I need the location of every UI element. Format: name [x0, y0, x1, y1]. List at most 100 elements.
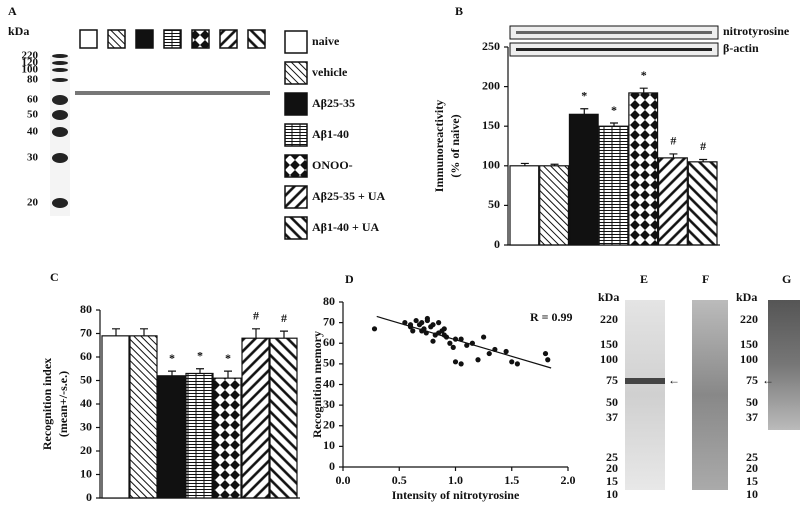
marker-label: 100	[600, 352, 618, 366]
ladder-band	[52, 198, 68, 208]
marker-label: 20	[27, 197, 39, 209]
marker-label: 40	[27, 126, 39, 138]
x-tick-label: 1.5	[504, 473, 519, 487]
marker-label: 15	[606, 474, 618, 488]
y-tick-label: 0	[329, 459, 335, 473]
annotation: R = 0.99	[530, 310, 573, 324]
marker-label: 20	[606, 461, 618, 475]
legend-label: vehicle	[312, 65, 348, 79]
lane-key	[248, 30, 265, 48]
bar	[569, 114, 598, 245]
point	[475, 357, 480, 362]
marker-label: 37	[606, 410, 618, 424]
bar	[510, 166, 539, 245]
x-tick-label: 1.0	[448, 473, 463, 487]
axis	[343, 302, 568, 467]
y-tick-label: 200	[482, 78, 500, 92]
y-axis-label: Immunoreactivity	[432, 100, 446, 192]
y-tick-label: 70	[80, 325, 92, 339]
arrow: ←	[762, 373, 774, 387]
blot-band	[516, 48, 712, 51]
y-axis-label: Recognition index	[40, 358, 54, 450]
marker-label: 75	[746, 373, 758, 387]
blot-band	[75, 91, 270, 95]
point	[436, 320, 441, 325]
error-bar	[224, 371, 232, 378]
marker-label: 10	[606, 487, 618, 501]
marker-label: 15	[746, 474, 758, 488]
y-axis-label: (mean+/-s.e.)	[56, 371, 70, 437]
x-tick-label: 2.0	[561, 473, 576, 487]
annotation: *	[581, 89, 587, 103]
point	[425, 318, 430, 323]
ladder-band	[52, 110, 68, 120]
bar	[270, 338, 297, 498]
ladder-band	[52, 78, 68, 82]
lane-key	[108, 30, 125, 48]
bar	[629, 93, 658, 245]
ladder-band	[52, 153, 68, 163]
panel-letter: B	[455, 4, 463, 18]
legend-swatch	[285, 31, 307, 53]
y-tick-label: 40	[80, 396, 92, 410]
kda-label: kDa	[736, 290, 757, 304]
legend-label: Aβ25-35 + UA	[312, 189, 385, 203]
lane-key	[80, 30, 97, 48]
point	[414, 318, 419, 323]
y-tick-label: 10	[323, 438, 335, 452]
annotation: #	[670, 134, 676, 148]
point	[543, 351, 548, 356]
bar	[186, 373, 213, 498]
error-bar	[168, 371, 176, 376]
trendline	[377, 316, 551, 368]
legend-label: naive	[312, 34, 340, 48]
point	[453, 359, 458, 364]
point	[487, 351, 492, 356]
point	[515, 361, 520, 366]
y-tick-label: 20	[80, 443, 92, 457]
marker-label: 10	[746, 487, 758, 501]
kda-label: kDa	[8, 24, 29, 38]
point	[372, 326, 377, 331]
legend-label: Aβ25-35	[312, 96, 355, 110]
point	[481, 334, 486, 339]
panel-letter: C	[50, 270, 59, 284]
bar	[242, 338, 269, 498]
panel-letter: G	[782, 272, 791, 286]
ladder-band	[52, 61, 68, 65]
legend-label: ONOO-	[312, 158, 353, 172]
point	[545, 357, 550, 362]
legend-swatch	[285, 124, 307, 146]
bar	[130, 336, 157, 498]
legend-swatch	[285, 186, 307, 208]
marker-label: 100	[740, 352, 758, 366]
annotation: *	[611, 103, 617, 117]
y-tick-label: 60	[80, 349, 92, 363]
point	[447, 341, 452, 346]
error-bar	[640, 88, 648, 93]
blot-label: nitrotyrosine	[723, 24, 790, 38]
point	[459, 361, 464, 366]
y-tick-label: 10	[80, 466, 92, 480]
y-tick-label: 20	[323, 418, 335, 432]
y-tick-label: 150	[482, 118, 500, 132]
legend-swatch	[285, 62, 307, 84]
ladder-band	[52, 127, 68, 137]
x-tick-label: 0.0	[336, 473, 351, 487]
marker-label: 30	[27, 152, 39, 164]
bar	[659, 158, 688, 245]
y-tick-label: 250	[482, 39, 500, 53]
marker-label: 80	[27, 74, 39, 86]
marker-label: 37	[746, 410, 758, 424]
point	[419, 320, 424, 325]
blot-g	[768, 300, 800, 430]
marker-label: 75	[606, 373, 618, 387]
annotation: #	[700, 139, 706, 153]
blot-band	[625, 378, 665, 384]
y-tick-label: 50	[488, 197, 500, 211]
panel-letter: F	[702, 272, 709, 286]
y-tick-label: 40	[323, 376, 335, 390]
point	[451, 345, 456, 350]
legend-swatch	[285, 217, 307, 239]
annotation: *	[169, 351, 175, 365]
